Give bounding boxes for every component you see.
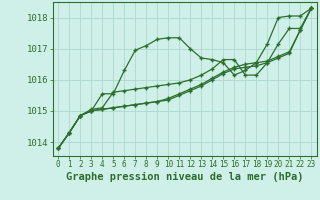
X-axis label: Graphe pression niveau de la mer (hPa): Graphe pression niveau de la mer (hPa) (66, 172, 304, 182)
